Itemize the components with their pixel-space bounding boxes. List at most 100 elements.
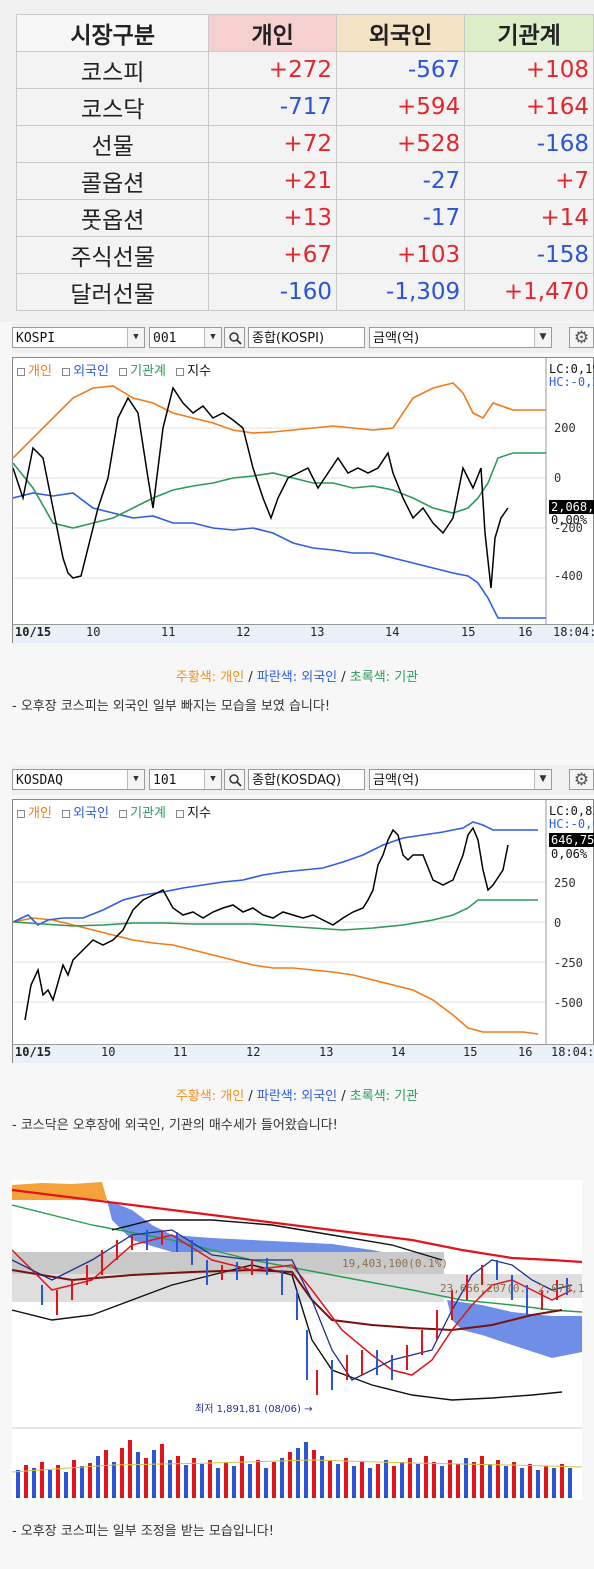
description-1: - 오후장 코스피는 외국인 일부 빠지는 모습을 보였 습니다! xyxy=(12,699,331,714)
unit-select[interactable]: 금액(억) ▼ xyxy=(369,327,552,348)
gear-icon: ⚙ xyxy=(573,328,590,348)
legend-foreign: 외국인 xyxy=(73,806,109,821)
low-price-label: 최저 1,891,81 (08/06) → xyxy=(195,1404,313,1415)
caption-orange: 주황색: 개인 xyxy=(175,1089,245,1104)
ma-line-darkred xyxy=(11,1268,563,1332)
market-cell: 코스닥 xyxy=(15,88,210,126)
individual-cell: +13 xyxy=(208,199,337,237)
chevron-down-icon[interactable]: ▼ xyxy=(127,328,144,347)
x-tick: 14 xyxy=(385,625,400,639)
hc-label: HC:-0,2 xyxy=(549,375,594,389)
chevron-down-icon[interactable]: ▼ xyxy=(534,328,551,347)
x-tick: 15 xyxy=(461,625,476,639)
price-label: 2,068, xyxy=(549,500,594,514)
kospi-chart-plot xyxy=(13,358,547,624)
ma-line-black-top xyxy=(111,1219,443,1261)
market-cell: 풋옵션 xyxy=(15,199,210,237)
unit-select[interactable]: 금액(억) ▼ xyxy=(369,769,552,790)
annotation-label: 2,079,1 xyxy=(538,1282,585,1295)
legend-swatch xyxy=(62,367,71,376)
individual-cell: +272 xyxy=(208,51,337,89)
foreign-cell: -1,309 xyxy=(335,273,466,311)
legend-swatch xyxy=(176,809,185,818)
x-tick: 18:04:0 xyxy=(551,1045,594,1059)
kospi-investor-chart: 개인 외국인 기관계 지수 LC:0,19 HC:-0,2 200 0 -200… xyxy=(12,357,594,643)
code-select[interactable]: 001 ▼ xyxy=(149,327,222,348)
chevron-down-icon[interactable]: ▼ xyxy=(534,770,551,789)
x-axis: 10/15 10 11 12 13 14 15 16 18:04:0 xyxy=(13,1044,594,1063)
foreign-cell: -27 xyxy=(335,162,466,200)
code-select[interactable]: 101 ▼ xyxy=(149,769,222,790)
institution-line xyxy=(13,899,538,931)
gray-band-2 xyxy=(12,1274,444,1302)
chevron-down-icon[interactable]: ▼ xyxy=(204,328,221,347)
chart1-toolbar: KOSPI ▼ 001 ▼ 종합(KOSPI) 금액(억) ▼ ⚙ xyxy=(12,323,594,353)
foreign-cell: +594 xyxy=(335,88,466,126)
chevron-down-icon[interactable]: ▼ xyxy=(127,770,144,789)
chevron-down-icon[interactable]: ▼ xyxy=(204,770,221,789)
market-select[interactable]: KOSDAQ ▼ xyxy=(12,769,145,790)
annotation-label: 23,656,207(0. xyxy=(440,1282,527,1295)
caption-green: 초록색: 기관 xyxy=(349,670,419,685)
foreign-cell: -567 xyxy=(335,51,466,89)
settings-button[interactable]: ⚙ xyxy=(569,327,594,348)
caption-separator: / xyxy=(337,1089,350,1104)
ma-line-red xyxy=(11,1188,583,1264)
gray-band xyxy=(12,1252,444,1274)
x-tick: 11 xyxy=(161,625,176,639)
legend-individual: 개인 xyxy=(28,364,52,379)
search-button[interactable] xyxy=(224,327,245,348)
x-tick: 16 xyxy=(518,1045,533,1059)
gear-icon: ⚙ xyxy=(573,770,590,790)
lc-label: LC:0,19 xyxy=(549,362,594,376)
blue-cloud xyxy=(107,1200,444,1300)
y-tick: 0 xyxy=(554,471,562,485)
legend-institution: 기관계 xyxy=(130,806,166,821)
foreign-line xyxy=(13,492,546,619)
ma-line-green xyxy=(11,1204,583,1313)
search-button[interactable] xyxy=(224,769,245,790)
legend-swatch xyxy=(62,809,71,818)
chart2-toolbar: KOSDAQ ▼ 101 ▼ 종합(KOSDAQ) 금액(억) ▼ ⚙ xyxy=(12,765,594,795)
individual-cell: +72 xyxy=(208,125,337,163)
legend-index: 지수 xyxy=(187,364,212,379)
individual-line xyxy=(13,382,546,459)
legend-index: 지수 xyxy=(187,806,212,821)
table-row: 달러선물 -160 -1,309 +1,470 xyxy=(15,273,594,311)
institution-cell: +7 xyxy=(464,162,594,200)
individual-cell: +21 xyxy=(208,162,337,200)
individual-cell: -717 xyxy=(208,88,337,126)
individual-cell: -160 xyxy=(208,273,337,311)
table-row: 풋옵션 +13 -17 +14 xyxy=(15,199,594,237)
market-cell: 선물 xyxy=(15,125,210,163)
unit-select-value: 금액(억) xyxy=(373,773,420,788)
kosdaq-investor-chart: 개인 외국인 기관계 지수 LC:0,83 HC:-0,0 646,75 0,0… xyxy=(12,799,594,1063)
code-select-value: 001 xyxy=(153,331,177,346)
investor-table-panel: 시장구분 개인 외국인 기관계 코스피 +272 -567 +108 코스닥 -… xyxy=(0,0,594,322)
color-caption-2: 주황색: 개인 / 파란색: 외국인 / 초록색: 기관 xyxy=(0,1085,594,1104)
y-tick: -500 xyxy=(554,996,583,1010)
x-tick: 12 xyxy=(236,625,251,639)
institution-cell: +164 xyxy=(464,88,594,126)
x-tick: 14 xyxy=(391,1045,406,1059)
market-select[interactable]: KOSPI ▼ xyxy=(12,327,145,348)
header-foreign: 외국인 xyxy=(335,14,466,52)
y-tick: 0 xyxy=(554,916,562,930)
caption-separator: / xyxy=(244,670,257,685)
x-tick: 18:04: xyxy=(553,625,594,639)
search-icon xyxy=(228,332,242,345)
market-cell: 콜옵션 xyxy=(15,162,210,200)
investor-table: 시장구분 개인 외국인 기관계 코스피 +272 -567 +108 코스닥 -… xyxy=(15,14,594,311)
volume-ma-line xyxy=(11,1459,583,1473)
settings-button[interactable]: ⚙ xyxy=(569,769,594,790)
index-name-field[interactable]: 종합(KOSDAQ) xyxy=(248,769,365,790)
institution-cell: +1,470 xyxy=(464,273,594,311)
legend-swatch xyxy=(176,367,185,376)
foreign-cell: +103 xyxy=(335,236,466,274)
index-name-field[interactable]: 종합(KOSPI) xyxy=(248,327,365,348)
y-tick: 200 xyxy=(554,421,576,435)
legend-foreign: 외국인 xyxy=(73,364,109,379)
header-institution: 기관계 xyxy=(464,14,594,52)
caption-blue: 파란색: 외국인 xyxy=(256,670,338,685)
lc-label: LC:0,83 xyxy=(549,804,594,818)
